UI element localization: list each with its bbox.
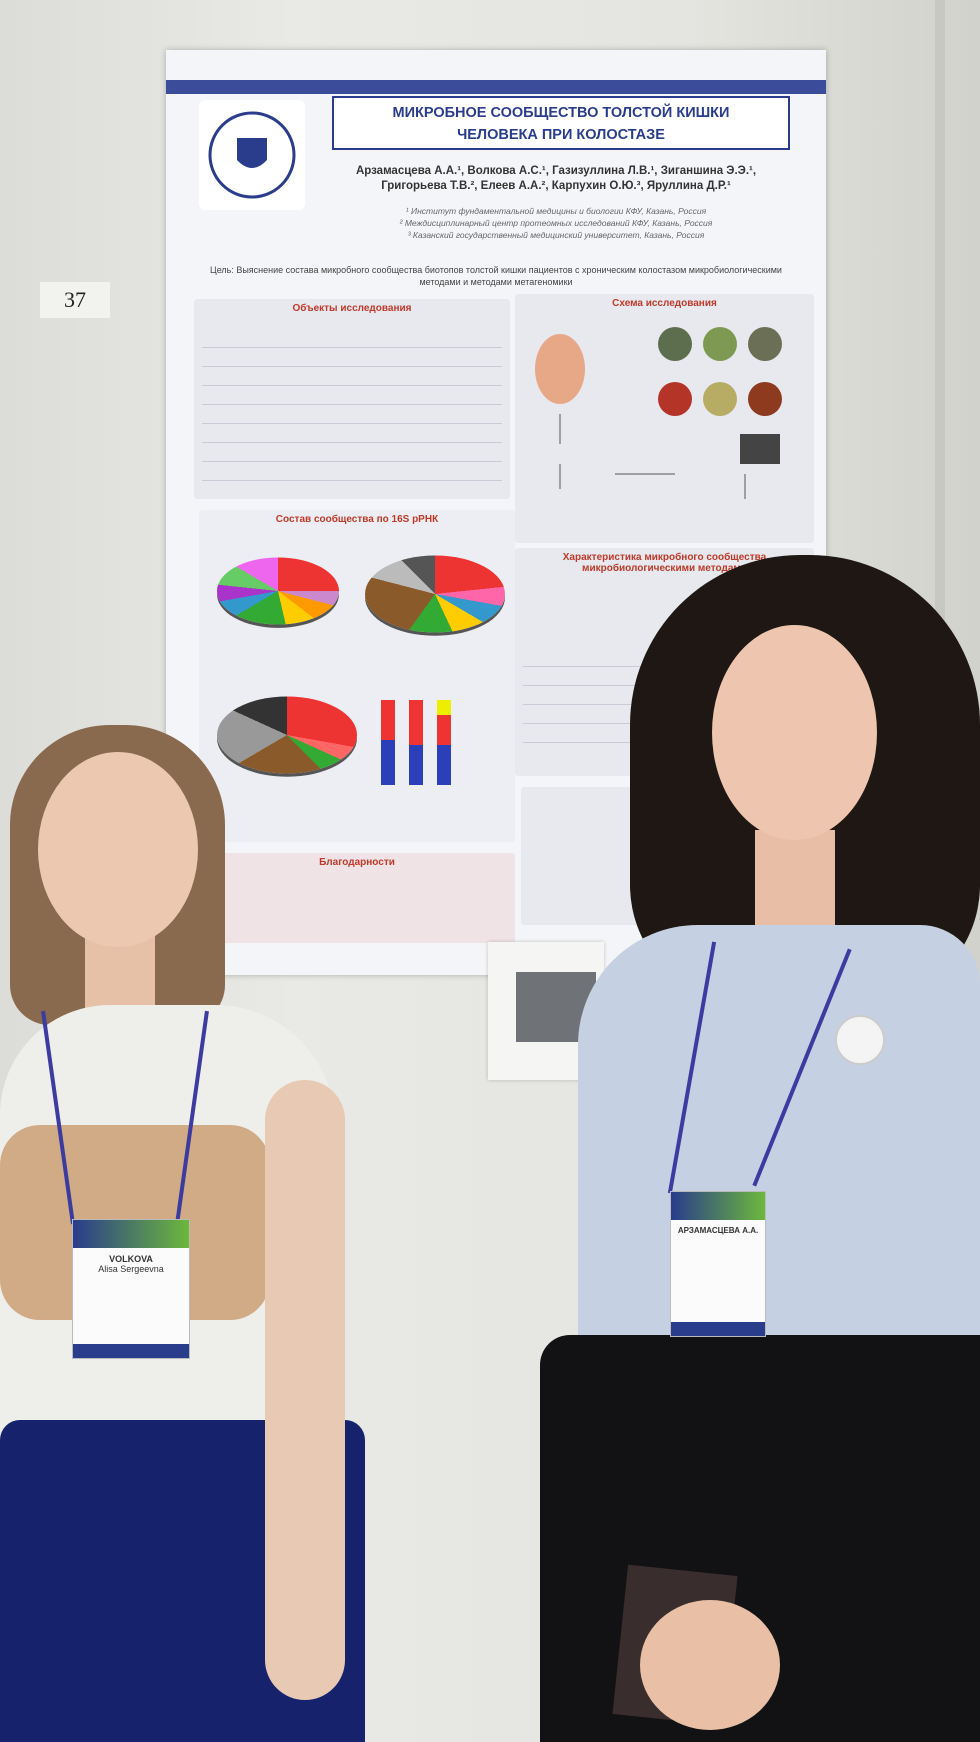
logo-emblem <box>208 111 296 199</box>
author-line: Григорьева Т.В.², Елеев А.А.², Карпухин … <box>381 180 731 192</box>
dish <box>658 382 692 416</box>
board-number: 37 <box>40 282 110 318</box>
row <box>202 405 502 424</box>
section-scheme: Схема исследования <box>515 294 814 543</box>
scheme-drawing <box>535 327 782 499</box>
bar-segment <box>409 700 423 745</box>
badge-surname: VOLKOVA <box>109 1254 153 1264</box>
badge-footer <box>671 1322 765 1336</box>
bar-segment <box>437 700 451 715</box>
title-line: МИКРОБНОЕ СООБЩЕСТВО ТОЛСТОЙ КИШКИ <box>392 105 730 121</box>
pie-chart-2 <box>365 555 505 633</box>
pie-chart-1 <box>217 557 339 625</box>
dish <box>658 327 692 361</box>
stacked-bars <box>381 700 451 785</box>
badge-right: АРЗАМАСЦЕВА А.А. <box>670 1191 766 1337</box>
arrows <box>559 414 746 499</box>
neck-right <box>755 830 835 940</box>
title-band <box>166 80 826 94</box>
section-heading: Объекты исследования <box>292 303 412 314</box>
logo-shield <box>237 138 267 168</box>
row <box>202 329 502 348</box>
bar-segment <box>437 745 451 785</box>
badge-header <box>73 1220 189 1248</box>
row <box>202 443 502 462</box>
bar-segment <box>409 745 423 785</box>
badge-header <box>671 1192 765 1220</box>
badge-firstname: Alisa Sergeevna <box>98 1264 164 1274</box>
gel-image <box>740 434 780 464</box>
bar-segment <box>437 715 451 745</box>
row <box>202 386 502 405</box>
goal: Цель: Выяснение состава микробного сообщ… <box>210 265 782 287</box>
section-objects: Объекты исследования <box>194 299 510 499</box>
table-rows <box>202 329 502 481</box>
arm-left <box>265 1080 345 1700</box>
affiliation: ³ Казанский государственный медицинский … <box>407 230 705 240</box>
authors: Арзамасцева А.А.¹, Волкова А.С.¹, Газизу… <box>306 164 806 194</box>
badge-left: VOLKOVA Alisa Sergeevna <box>72 1219 190 1359</box>
pie-chart-3 <box>217 696 357 774</box>
row <box>202 367 502 386</box>
affiliation: ¹ Институт фундаментальной медицины и би… <box>405 206 707 216</box>
author-line: Арзамасцева А.А.¹, Волкова А.С.¹, Газизу… <box>355 165 757 177</box>
section-heading: Состав сообщества по 16S рРНК <box>275 514 439 525</box>
hand-right <box>640 1600 780 1730</box>
section-16s: Состав сообщества по 16S рРНК <box>199 510 515 842</box>
badge-footer <box>73 1344 189 1358</box>
dish <box>703 382 737 416</box>
pin-badge <box>835 1015 885 1065</box>
dish <box>703 327 737 361</box>
affiliations: ¹ Институт фундаментальной медицины и би… <box>316 205 796 241</box>
badge-name: АРЗАМАСЦЕВА А.А. <box>677 1226 759 1235</box>
row <box>202 424 502 443</box>
row <box>202 462 502 481</box>
row <box>202 348 502 367</box>
face-right <box>712 625 877 840</box>
logo-ring <box>208 111 296 199</box>
section-thanks: Благодарности <box>199 853 515 943</box>
affiliation: ² Междисциплинарный центр протеомных исс… <box>399 218 713 228</box>
face-left <box>38 752 198 947</box>
intestine-icon <box>535 334 585 404</box>
dish <box>748 327 782 361</box>
poster-title: МИКРОБНОЕ СООБЩЕСТВО ТОЛСТОЙ КИШКИ ЧЕЛОВ… <box>332 96 790 150</box>
dish <box>748 382 782 416</box>
title-line: ЧЕЛОВЕКА ПРИ КОЛОСТАЗЕ <box>457 127 665 143</box>
section-heading: Характеристика микробного сообщества мик… <box>562 552 767 574</box>
section-heading: Схема исследования <box>612 298 717 309</box>
bar-segment <box>381 740 395 785</box>
section-heading: Благодарности <box>319 857 395 868</box>
university-logo <box>199 100 305 210</box>
bar-segment <box>381 700 395 740</box>
